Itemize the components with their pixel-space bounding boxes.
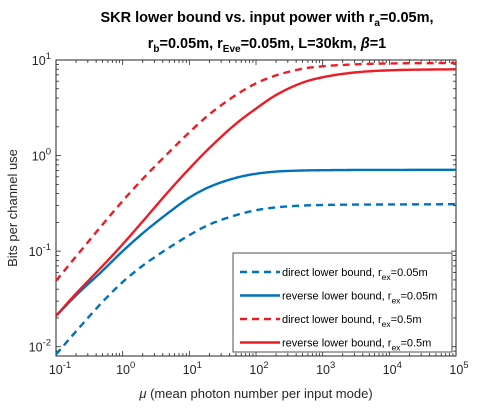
series-line-1 — [55, 202, 457, 356]
legend-label-4: reverse lower bound, rex=0.5m — [282, 338, 431, 353]
legend-box — [232, 252, 453, 353]
legend-label-1: direct lower bound, rex=0.05m — [282, 267, 428, 282]
data-series — [55, 61, 457, 356]
legend-label-2: reverse lower bound, rex=0.05m — [282, 291, 437, 306]
series-line-2 — [55, 168, 456, 317]
y-tick-label: 10-2 — [29, 338, 51, 355]
x-tick-label: 10-1 — [49, 360, 71, 377]
chart-title-line-2: rb=0.05m, rEve=0.05m, L=30km, β=1 — [148, 36, 387, 55]
title-text-c: r — [148, 36, 154, 52]
y-tick-label: 101 — [32, 51, 51, 68]
x-tick-label: 104 — [383, 360, 402, 377]
title-subscript-b: b — [153, 44, 159, 55]
title-subscript-a: a — [374, 18, 380, 29]
x-tick-label: 100 — [116, 360, 135, 377]
y-tick-label: 10-1 — [29, 242, 51, 259]
title-text-b: =0.05m, — [380, 10, 434, 26]
x-axis-label-text: (mean photon number per input mode) — [146, 386, 372, 401]
series-line-4 — [55, 68, 457, 317]
y-tick-label: 100 — [32, 147, 51, 164]
title-text-a: SKR lower bound vs. input power with r — [100, 10, 374, 26]
legend: direct lower bound, rex=0.05m reverse low… — [232, 252, 453, 353]
x-axis-mu-symbol: μ — [138, 386, 146, 401]
x-tick-label: 105 — [449, 360, 468, 377]
chart-title-line-1: SKR lower bound vs. input power with ra=… — [100, 10, 433, 29]
title-subscript-eve: Eve — [223, 44, 241, 55]
x-axis-label: μ (mean photon number per input mode) — [138, 386, 372, 401]
x-tick-label: 101 — [183, 360, 202, 377]
axis-tick-labels: 10-1 100 101 102 103 104 105 10-2 10-1 100 101 — [29, 51, 469, 377]
y-axis-label: Bits per channel use — [5, 149, 20, 267]
title-beta-symbol: β — [360, 36, 370, 52]
legend-label-3: direct lower bound, rex=0.5m — [282, 314, 422, 329]
title-text-e: =0.05m, L=30km, — [241, 36, 361, 52]
x-tick-label: 102 — [249, 360, 268, 377]
x-tick-label: 103 — [316, 360, 335, 377]
title-text-d: =0.05m, r — [160, 36, 224, 52]
title-text-f: =1 — [370, 36, 387, 52]
series-line-3 — [55, 61, 457, 282]
